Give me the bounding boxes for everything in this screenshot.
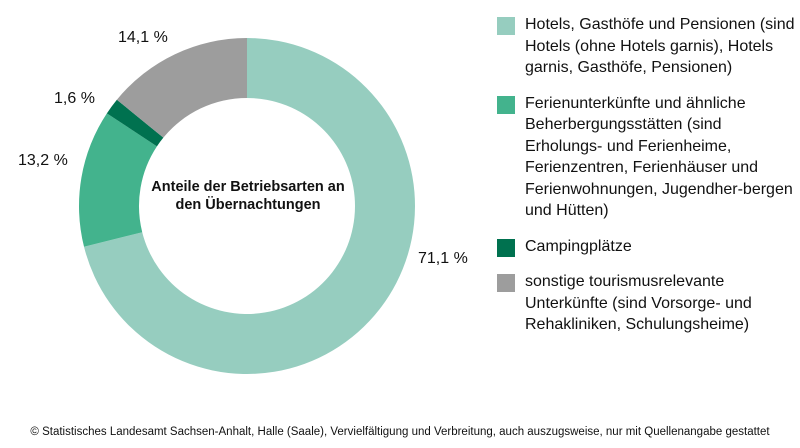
- legend-item-hotels: Hotels, Gasthöfe und Pensionen (sind Hot…: [497, 14, 797, 79]
- legend-label: Campingplätze: [525, 237, 632, 255]
- legend-item-sonstige: sonstige tourismusrelevante Unterkünfte …: [497, 271, 797, 336]
- copyright-footer: © Statistisches Landesamt Sachsen-Anhalt…: [30, 426, 770, 438]
- data-label-sonstige: 14,1 %: [118, 29, 168, 46]
- donut-slice-1: [79, 113, 157, 247]
- donut-slice-3: [116, 38, 247, 138]
- legend-swatch: [497, 95, 515, 114]
- legend-swatch: [497, 274, 515, 292]
- donut-slice-0: [84, 38, 415, 374]
- legend-label: Hotels, Gasthöfe und Pensionen (sind Hot…: [525, 16, 795, 76]
- data-label-hotels: 71,1 %: [418, 250, 468, 267]
- legend-item-camping: Campingplätze: [497, 236, 797, 258]
- legend-label: sonstige tourismusrelevante Unterkünfte …: [525, 273, 752, 333]
- donut-slice-2: [106, 99, 164, 147]
- data-label-camping: 1,6 %: [54, 90, 95, 107]
- chart-title: Anteile der Betriebsarten an den Übernac…: [151, 179, 345, 213]
- legend-label: Ferienunterkünfte und ähnliche Beherberg…: [525, 94, 793, 220]
- legend-swatch: [497, 238, 515, 257]
- legend-item-ferien: Ferienunterkünfte und ähnliche Beherberg…: [497, 93, 797, 222]
- data-label-ferien: 13,2 %: [18, 152, 68, 169]
- legend-swatch: [497, 17, 515, 35]
- legend: Hotels, Gasthöfe und Pensionen (sind Hot…: [497, 14, 797, 350]
